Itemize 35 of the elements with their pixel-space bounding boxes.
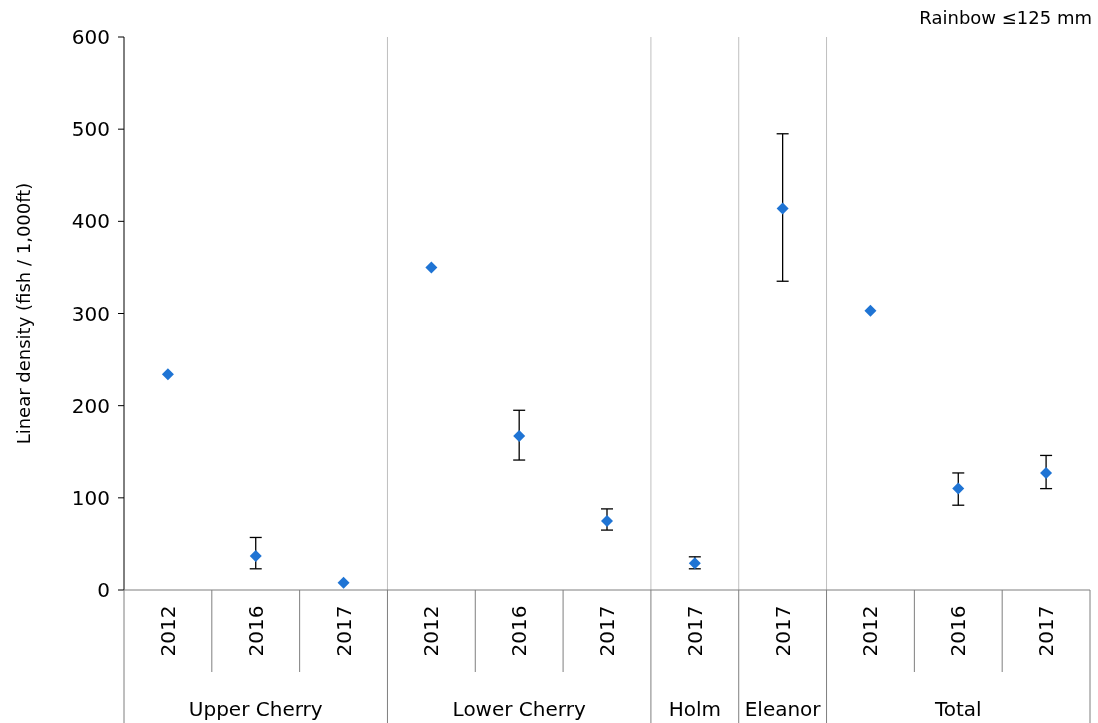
x-tick-label: 2016: [243, 605, 268, 657]
y-tick-label: 400: [71, 209, 110, 234]
chart-title: Rainbow ≤125 mm: [919, 7, 1092, 28]
y-tick-label: 500: [71, 117, 110, 142]
x-tick-label: 2012: [419, 605, 444, 657]
x-tick-label: 2012: [155, 605, 180, 657]
point: [601, 514, 613, 527]
point: [864, 304, 877, 317]
point: [425, 261, 438, 274]
x-tick-label: 2012: [858, 605, 883, 657]
text: Total: [933, 697, 982, 721]
x-tick-label: 2017: [331, 605, 356, 657]
point: [952, 482, 965, 495]
point: [249, 549, 262, 562]
x-tick-label: 2016: [946, 605, 971, 657]
text: Holm: [668, 697, 721, 721]
point: [337, 576, 350, 589]
text: Upper Cherry: [188, 697, 323, 721]
y-tick-label: 600: [71, 25, 110, 49]
y-tick-label: 0: [97, 578, 110, 602]
point: [776, 202, 789, 215]
x-tick-label: 2017: [770, 605, 795, 657]
x-tick-label: 2017: [1034, 605, 1059, 657]
point: [1040, 466, 1053, 479]
y-axis-title: Linear density (fish / 1,000ft): [13, 182, 34, 445]
text: Eleanor: [744, 697, 822, 721]
y-tick-label: 100: [71, 485, 110, 510]
point: [161, 368, 174, 381]
x-tick-label: 2017: [682, 605, 707, 657]
x-tick-label: 2017: [595, 605, 619, 657]
y-tick-label: 200: [71, 393, 110, 418]
y-tick-label: 300: [71, 301, 110, 326]
x-tick-label: 2016: [507, 605, 532, 657]
text: Lower Cherry: [452, 697, 586, 721]
point: [513, 430, 526, 443]
